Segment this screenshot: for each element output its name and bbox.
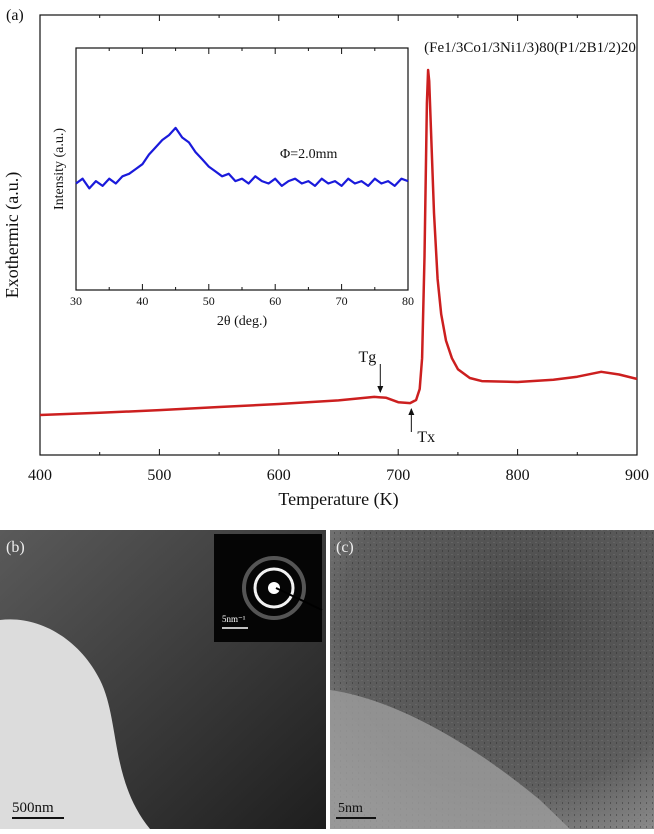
x-tick-label: 70 bbox=[336, 294, 348, 308]
inset-background bbox=[76, 48, 408, 290]
annotation: Tg bbox=[359, 349, 377, 366]
scale-label: 5nm bbox=[338, 801, 363, 816]
saed-ring bbox=[253, 567, 295, 609]
x-tick-label: 50 bbox=[203, 294, 215, 308]
panel-label: (a) bbox=[6, 7, 24, 24]
x-axis-label: Temperature (K) bbox=[278, 489, 398, 510]
annotation: Φ=2.0mm bbox=[280, 147, 338, 162]
arrow-head bbox=[408, 408, 415, 415]
panel-label: (b) bbox=[6, 539, 25, 556]
chart: 30 40 50 60 70 80 2θ (deg.) Intensity (a.u.) Φ=2… bbox=[52, 47, 414, 329]
y-axis-label: Intensity (a.u.) bbox=[52, 128, 67, 210]
x-tick-label: 800 bbox=[506, 467, 530, 484]
panel-b: 5nm⁻¹ (b) 500nm bbox=[0, 530, 326, 829]
x-tick-label: 40 bbox=[136, 294, 148, 308]
x-tick-label: 900 bbox=[625, 467, 649, 484]
panel-label: (c) bbox=[336, 539, 354, 556]
saed-ring bbox=[242, 556, 306, 620]
annotation: Tx bbox=[417, 429, 435, 446]
x-tick-label: 500 bbox=[147, 467, 171, 484]
y-axis-label: Exothermic (a.u.) bbox=[2, 172, 23, 298]
x-tick-label: 700 bbox=[386, 467, 410, 484]
x-tick-label: 600 bbox=[267, 467, 291, 484]
scale-label: 5nm⁻¹ bbox=[222, 614, 246, 624]
beam-stop bbox=[275, 587, 323, 611]
chart-title: (Fe1/3Co1/3Ni1/3)80(P1/2B1/2)20 bbox=[424, 40, 636, 56]
chart: 400 500 600 700 800 900 Temperature (K) Exother… bbox=[2, 7, 649, 510]
vacuum-region bbox=[330, 690, 570, 829]
x-tick-label: 30 bbox=[70, 294, 82, 308]
data-line bbox=[75, 126, 409, 190]
x-tick-label: 60 bbox=[269, 294, 281, 308]
panel-c: (c) 5nm bbox=[330, 530, 654, 829]
scale-label: 500nm bbox=[12, 800, 54, 816]
data-line bbox=[39, 68, 638, 417]
x-axis-label: 2θ (deg.) bbox=[217, 314, 268, 329]
x-tick-label: 80 bbox=[402, 294, 414, 308]
sample-edge bbox=[0, 619, 150, 829]
x-tick-label: 400 bbox=[28, 467, 52, 484]
saed-center bbox=[268, 582, 280, 594]
arrow-head bbox=[377, 386, 384, 393]
